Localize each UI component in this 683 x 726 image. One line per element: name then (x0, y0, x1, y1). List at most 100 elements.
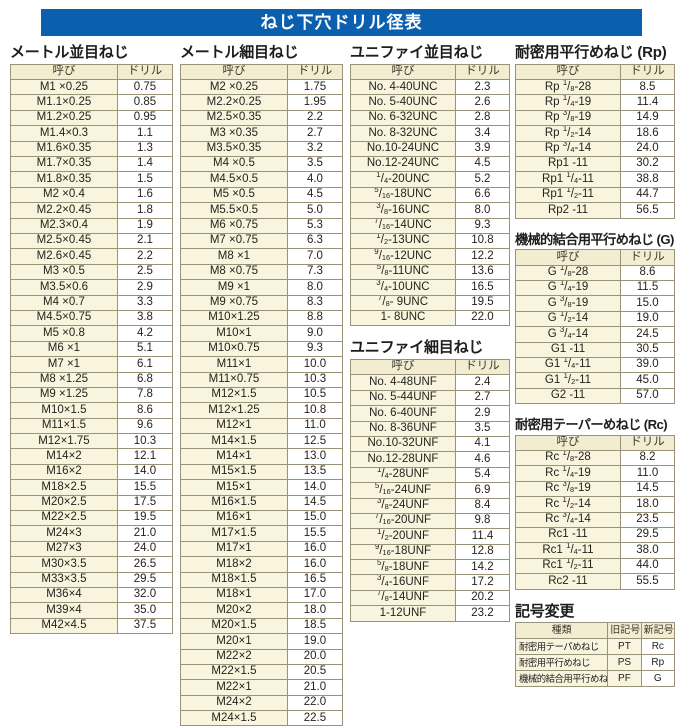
cell-thread-designation: M5 ×0.5 (180, 186, 288, 204)
section-title-unified-fine: ユニファイ細目ねじ (350, 339, 484, 357)
section-title-metric-coarse: メートル並目ねじ (10, 44, 129, 61)
cell-drill-diameter: 6.1 (116, 356, 174, 373)
cell-thread-designation: M2.3×0.4 (10, 217, 118, 234)
table-row: 5/16-24UNF 6.9 (350, 482, 511, 499)
cell-drill-diameter: 2.1 (116, 232, 174, 250)
cell-drill-diameter: 1.5 (116, 171, 174, 188)
table-row: M1.6×0.35 1.3 (10, 140, 174, 158)
table-metric-fine: 呼び ドリル M2 ×0.25 1.75 M2.2×0.25 1.95 M2.5×0.35 2… (180, 63, 344, 726)
cell-drill-diameter: 15.0 (619, 295, 676, 312)
cell-drill-diameter: 8.4 (454, 497, 511, 514)
cell-drill-diameter: 38.0 (619, 542, 676, 559)
cell-thread-designation: M14×1.5 (180, 433, 288, 450)
cell-thread-designation: M20×1 (180, 633, 288, 650)
cell-thread-designation: Rc 1/4-19 (515, 465, 621, 482)
symbol-table-row: 耐密用平行めねじ PS Rp (514, 654, 676, 672)
cell-drill-diameter: 56.5 (619, 202, 676, 219)
section-rc-taper: 耐密用テーパーめねじ (Rc) 呼び ドリル Rc 1/8-28 8.2 Rc 1/4-… (515, 417, 676, 590)
cell-thread-designation: G 1/4-19 (515, 279, 621, 297)
table-row: No.10-32UNF 4.1 (350, 435, 511, 453)
table-row: M4.5×0.75 3.8 (10, 309, 174, 327)
cell-thread-designation: 5/8-18UNF (350, 559, 456, 576)
table-row: M2 ×0.4 1.6 (10, 186, 174, 204)
cell-thread-designation: M18×1.5 (180, 571, 288, 588)
cell-thread-designation: M20×2 (180, 602, 288, 619)
table-row: Rp1 1/2-11 44.7 (515, 186, 676, 204)
cell-drill-diameter: 8.3 (286, 294, 344, 311)
table-row: M3 ×0.35 2.7 (180, 125, 344, 142)
table-header-row: 呼び ドリル (515, 63, 676, 81)
table-row: No. 8-32UNC 3.4 (350, 125, 511, 142)
cell-thread-designation: M1.4×0.3 (10, 125, 118, 142)
table-row: M14×2 12.1 (10, 448, 174, 465)
table-row: Rc 3/4-14 23.5 (515, 511, 676, 529)
table-row: Rp 3/4-14 24.0 (515, 140, 676, 158)
cell-drill-diameter: 37.5 (116, 617, 174, 635)
cell-thread-designation: 1/4-20UNC (350, 171, 456, 188)
cell-drill-diameter: 7.0 (286, 248, 344, 265)
table-row: M11×1 10.0 (180, 356, 344, 373)
cell-thread-designation: M22×1.5 (180, 663, 288, 681)
table-row: M20×1 19.0 (180, 633, 344, 650)
table-row: Rc1 1/4-11 38.0 (515, 542, 676, 559)
cell-thread-designation: 1- 8UNC (350, 309, 456, 327)
table-row: G1 1/4-11 39.0 (515, 356, 676, 374)
cell-drill-diameter: 20.2 (454, 589, 511, 607)
table-row: 9/16-18UNF 12.8 (350, 543, 511, 561)
table-row: M16×1.5 14.5 (180, 494, 344, 512)
cell-thread-designation: M1 ×0.25 (10, 79, 118, 96)
cell-drill-diameter: 9.8 (454, 512, 511, 530)
table-header-row: 呼び ドリル (515, 434, 676, 452)
cell-drill-diameter: 8.8 (286, 309, 344, 327)
cell-thread-designation: M36×4 (10, 586, 118, 604)
cell-thread-designation: No. 8-36UNF (350, 420, 456, 437)
cell-thread-designation: No. 8-32UNC (350, 125, 456, 142)
cell-drill-diameter: 4.2 (116, 325, 174, 342)
table-row: Rc2 -11 55.5 (515, 573, 676, 590)
cell-thread-designation: M2 ×0.25 (180, 79, 288, 96)
cell-drill-diameter: 10.3 (116, 433, 174, 450)
column-metric-coarse: メートル並目ねじ 呼び ドリル M1 ×0.25 0.75 M1.1×0.25 0.85 M… (10, 44, 174, 635)
table-row: M2.5×0.45 2.1 (10, 232, 174, 250)
table-row: M18×2 16.0 (180, 556, 344, 573)
cell-thread-designation: M3 ×0.35 (180, 125, 288, 142)
cell-thread-designation: M7 ×0.75 (180, 232, 288, 250)
cell-drill-diameter: 14.0 (116, 463, 174, 481)
cell-thread-designation: M2.5×0.45 (10, 232, 118, 250)
cell-thread-designation: No. 6-40UNF (350, 405, 456, 422)
table-row: M6 ×0.75 5.3 (180, 217, 344, 234)
column-header-name: 呼び (515, 434, 621, 452)
cell-thread-designation: Rp 3/4-14 (515, 140, 621, 158)
column-header-drill: ドリル (619, 434, 676, 452)
table-row: No. 6-40UNF 2.9 (350, 405, 511, 422)
table-row: Rp 3/8-19 14.9 (515, 109, 676, 127)
table-row: 3/4-10UNC 16.5 (350, 279, 511, 296)
cell-thread-designation: Rp 3/8-19 (515, 109, 621, 127)
table-row: Rp 1/2-14 18.6 (515, 125, 676, 142)
cell-thread-designation: M4.5×0.75 (10, 309, 118, 327)
column-header-name: 呼び (350, 359, 456, 376)
cell-drill-diameter: 57.0 (619, 387, 676, 405)
cell-drill-diameter: 9.3 (454, 217, 511, 234)
cell-thread-designation: Rc1 1/2-11 (515, 557, 621, 575)
cell-drill-diameter: 45.0 (619, 372, 676, 389)
cell-thread-designation: M1.8×0.35 (10, 171, 118, 188)
table-row: M15×1 14.0 (180, 479, 344, 496)
cell-thread-designation: Rp1 -11 (515, 156, 621, 173)
table-metric-coarse: 呼び ドリル M1 ×0.25 0.75 M1.1×0.25 0.85 M1.2×0.25 0… (10, 63, 174, 635)
table-row: M17×1 16.0 (180, 540, 344, 558)
column-header-drill: ドリル (116, 63, 174, 81)
table-row: No.12-28UNF 4.6 (350, 451, 511, 468)
cell-drill-diameter: 2.6 (454, 94, 511, 111)
cell-thread-designation: M2.2×0.45 (10, 202, 118, 219)
column-header-old-symbol: 旧記号 (607, 622, 642, 640)
cell-thread-designation: Rp 1/4-19 (515, 94, 621, 111)
table-row: Rc1 1/2-11 44.0 (515, 557, 676, 575)
cell-drill-diameter: 11.0 (286, 417, 344, 435)
cell-thread-designation: M2 ×0.4 (10, 186, 118, 204)
cell-thread-designation: G 1/2-14 (515, 310, 621, 328)
cell-drill-diameter: 2.8 (454, 109, 511, 127)
cell-thread-designation: 3/8-24UNF (350, 497, 456, 514)
table-row: 5/8-18UNF 14.2 (350, 559, 511, 576)
cell-thread-designation: M12×1.75 (10, 433, 118, 450)
